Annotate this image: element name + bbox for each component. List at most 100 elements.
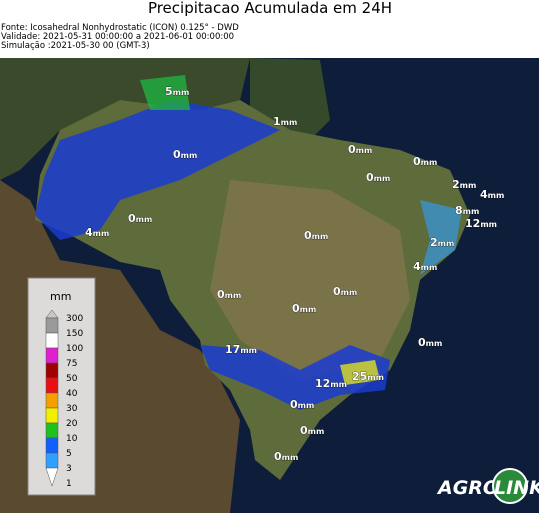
rain-amount: 12	[465, 217, 480, 230]
rain-label: 1mm	[273, 115, 297, 128]
legend: mm	[27, 277, 96, 496]
rain-amount: 4	[85, 226, 93, 239]
rain-label: 4mm	[85, 226, 109, 239]
scale-swatch	[45, 407, 59, 424]
rain-label: 0mm	[413, 155, 437, 168]
rain-unit: mm	[298, 401, 315, 410]
rain-unit: mm	[341, 288, 358, 297]
scale-swatch	[45, 437, 59, 454]
rain-unit: mm	[240, 346, 257, 355]
simulation-line: Simulação :2021-05-30 00 (GMT-3)	[1, 41, 150, 51]
rain-unit: mm	[463, 207, 480, 216]
rain-label: 0mm	[333, 285, 357, 298]
rain-amount: 0	[366, 171, 374, 184]
rain-unit: mm	[281, 118, 298, 127]
rain-amount: 17	[225, 343, 240, 356]
rain-amount: 0	[173, 148, 181, 161]
scale-swatch	[45, 377, 59, 394]
rain-amount: 0	[128, 212, 136, 225]
rain-unit: mm	[426, 339, 443, 348]
rain-amount: 4	[413, 260, 421, 273]
rain-label: 4mm	[413, 260, 437, 273]
validity-line: Validade: 2021-05-31 00:00:00 a 2021-06-…	[1, 32, 234, 42]
rain-unit: mm	[374, 174, 391, 183]
scale-label: 20	[66, 419, 78, 429]
rain-unit: mm	[438, 239, 455, 248]
rain-label: 8mm	[455, 204, 479, 217]
rain-unit: mm	[488, 191, 505, 200]
scale-swatch	[45, 392, 59, 409]
rain-amount: 2	[452, 178, 460, 191]
source-line: Fonte: Icosahedral Nonhydrostatic (ICON)…	[1, 23, 239, 33]
rain-label: 17mm	[225, 343, 257, 356]
rain-amount: 1	[273, 115, 281, 128]
rain-unit: mm	[312, 232, 329, 241]
scale-label: 300	[66, 314, 83, 324]
rain-amount: 5	[165, 85, 173, 98]
scale-label: 150	[66, 329, 83, 339]
rain-amount: 0	[300, 424, 308, 437]
rain-unit: mm	[181, 151, 198, 160]
scale-arrow	[45, 467, 59, 487]
rain-amount: 0	[290, 398, 298, 411]
scale-label: 3	[66, 464, 72, 474]
rain-label: 12mm	[465, 217, 497, 230]
rain-unit: mm	[308, 427, 325, 436]
scale-swatch	[45, 347, 59, 364]
rain-label: 0mm	[348, 143, 372, 156]
legend-title: mm	[50, 290, 71, 303]
rain-unit: mm	[282, 453, 299, 462]
rain-amount: 25	[352, 370, 367, 383]
logo: AGRO LINK	[436, 468, 539, 504]
rain-label: 5mm	[165, 85, 189, 98]
scale-swatch	[45, 362, 59, 379]
scale-label: 10	[66, 434, 78, 444]
rain-label: 0mm	[274, 450, 298, 463]
rain-amount: 0	[348, 143, 356, 156]
title: Precipitacao Acumulada em 24H	[148, 0, 392, 17]
rain-unit: mm	[173, 88, 190, 97]
rain-amount: 12	[315, 377, 330, 390]
scale-label: 100	[66, 344, 83, 354]
rain-label: 0mm	[173, 148, 197, 161]
rain-unit: mm	[367, 373, 384, 382]
rain-label: 0mm	[304, 229, 328, 242]
rain-amount: 0	[292, 302, 300, 315]
rain-label: 0mm	[128, 212, 152, 225]
rain-unit: mm	[460, 181, 477, 190]
rain-label: 12mm	[315, 377, 347, 390]
logo-word: AGRO	[436, 477, 499, 499]
rain-label: 0mm	[290, 398, 314, 411]
rain-unit: mm	[136, 215, 153, 224]
rain-amount: 4	[480, 188, 488, 201]
rain-unit: mm	[480, 220, 497, 229]
rain-amount: 2	[430, 236, 438, 249]
scale-swatch	[45, 452, 59, 469]
rain-unit: mm	[421, 263, 438, 272]
rain-label: 0mm	[366, 171, 390, 184]
rain-unit: mm	[225, 291, 242, 300]
rain-label: 25mm	[352, 370, 384, 383]
scale-label: 50	[66, 374, 78, 384]
rain-label: 2mm	[452, 178, 476, 191]
rain-unit: mm	[421, 158, 438, 167]
scale-swatch	[45, 332, 59, 349]
scale-label: 1	[66, 479, 72, 489]
rain-label: 2mm	[430, 236, 454, 249]
rain-label: 0mm	[217, 288, 241, 301]
scale-label: 5	[66, 449, 72, 459]
logo-word: LINK	[494, 477, 539, 499]
rain-label: 0mm	[418, 336, 442, 349]
rain-amount: 0	[274, 450, 282, 463]
rain-amount: 0	[413, 155, 421, 168]
scale-swatch	[45, 422, 59, 439]
rain-amount: 0	[217, 288, 225, 301]
rain-unit: mm	[356, 146, 373, 155]
rain-label: 0mm	[292, 302, 316, 315]
rain-label: 4mm	[480, 188, 504, 201]
scale-label: 40	[66, 389, 78, 399]
rain-unit: mm	[93, 229, 110, 238]
scale-label: 75	[66, 359, 77, 369]
rain-unit: mm	[330, 380, 347, 389]
